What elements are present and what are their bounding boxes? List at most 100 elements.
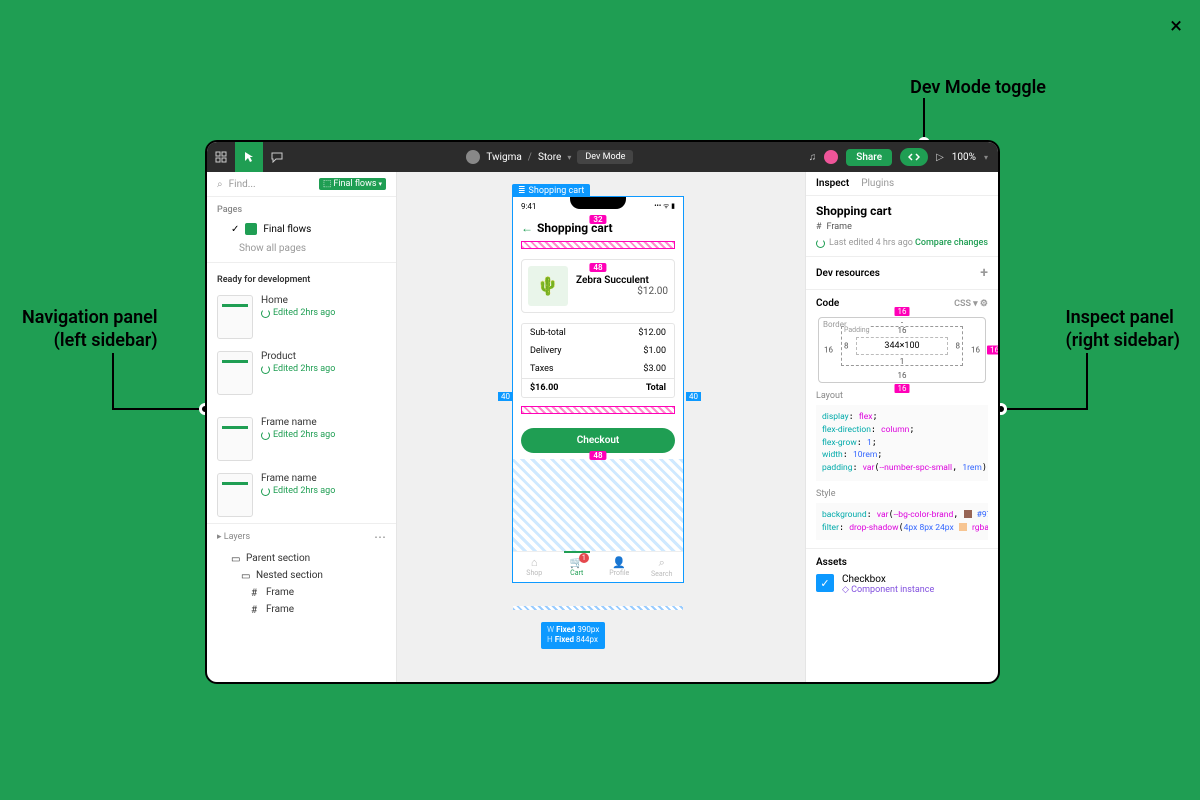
section-icon: ▭ bbox=[241, 571, 251, 581]
more-icon[interactable]: ⋯ bbox=[374, 530, 386, 544]
asset-row[interactable]: ✓ Checkbox ◇ Component instance bbox=[816, 574, 988, 595]
tab-search[interactable]: ⌕Search bbox=[641, 552, 684, 582]
dev-resources: Dev resources+ bbox=[806, 257, 998, 290]
spacing-badge: 32 bbox=[589, 215, 606, 224]
org-avatar bbox=[466, 150, 480, 164]
profile-icon: 👤 bbox=[598, 556, 641, 569]
frame-icon: # bbox=[816, 222, 822, 232]
zoom-value[interactable]: 100% bbox=[952, 152, 976, 163]
search-row[interactable]: ⌕ Find... ⬚Final flows ▾ bbox=[207, 172, 396, 197]
play-icon[interactable]: ▷ bbox=[936, 152, 944, 163]
comment-icon[interactable] bbox=[263, 142, 291, 172]
breadcrumb: Twigma / Store ▾ Dev Mode bbox=[291, 150, 809, 164]
phone-frame[interactable]: 9:41 ••• ᯤ ▮ 32 ← Shopping cart 48 🌵 Zeb… bbox=[512, 196, 684, 583]
headphones-icon[interactable]: ♫ bbox=[809, 152, 817, 163]
clock-icon bbox=[261, 365, 270, 374]
total-row: Taxes$3.00 bbox=[522, 360, 674, 378]
canvas[interactable]: ≣Shopping cart 9:41 ••• ᯤ ▮ 32 ← Shoppin… bbox=[397, 172, 805, 682]
annotation-insp-l1: Inspect panel bbox=[1065, 306, 1180, 329]
annotation-line bbox=[112, 408, 204, 410]
chevron-down-icon[interactable]: ▾ bbox=[567, 153, 571, 162]
chevron-down-icon[interactable]: ▾ bbox=[984, 153, 988, 162]
thumb-preview bbox=[217, 351, 253, 395]
assets-section: Assets ✓ Checkbox ◇ Component instance bbox=[806, 549, 998, 603]
search-placeholder: Find... bbox=[229, 179, 256, 190]
style-heading: Style bbox=[816, 489, 988, 499]
frame-thumb[interactable]: Frame name Edited 2hrs ago bbox=[207, 467, 396, 523]
clock-icon bbox=[261, 309, 270, 318]
frame-thumb[interactable]: Frame name Edited 2hrs ago bbox=[207, 411, 396, 467]
layer-row[interactable]: #Frame bbox=[207, 601, 396, 618]
page-label: Final flows bbox=[263, 224, 311, 235]
thumb-name: Home bbox=[261, 295, 335, 306]
layers-heading[interactable]: ▸ Layers ⋯ bbox=[207, 523, 396, 550]
compare-link[interactable]: Compare changes bbox=[915, 238, 988, 248]
tab-plugins[interactable]: Plugins bbox=[861, 178, 894, 189]
tab-profile[interactable]: 👤Profile bbox=[598, 552, 641, 582]
close-icon[interactable]: × bbox=[1170, 14, 1182, 39]
lang-select[interactable]: CSS ▾ ⚙ bbox=[954, 299, 988, 309]
thumb-edited: Edited 2hrs ago bbox=[261, 308, 335, 318]
file-name[interactable]: Store bbox=[538, 152, 561, 163]
tab-cart[interactable]: 🛒1Cart bbox=[556, 552, 599, 582]
total-row: Sub-total$12.00 bbox=[522, 324, 674, 342]
devmode-toggle[interactable] bbox=[900, 148, 928, 166]
shop-icon: ⌂ bbox=[513, 556, 556, 569]
size-indicator: W Fixed 390px H Fixed 844px bbox=[541, 622, 605, 649]
annotation-inspect: Inspect panel (right sidebar) bbox=[1065, 306, 1180, 353]
cart-badge: 1 bbox=[579, 553, 589, 563]
spacing-chip: 16 bbox=[895, 384, 910, 393]
thumb-preview bbox=[217, 417, 253, 461]
layer-row[interactable]: #Frame bbox=[207, 584, 396, 601]
selection-kind: #Frame bbox=[816, 222, 988, 232]
checkbox-icon: ✓ bbox=[816, 574, 834, 592]
tab-shop[interactable]: ⌂Shop bbox=[513, 552, 556, 582]
add-icon[interactable]: + bbox=[980, 265, 988, 281]
padding-label: Padding bbox=[844, 326, 870, 334]
search-icon: ⌕ bbox=[217, 179, 223, 190]
layer-row[interactable]: ▭Parent section bbox=[207, 550, 396, 567]
measure-badge: 40 bbox=[498, 392, 513, 401]
style-code[interactable]: background: var(--bg-color-brand, #97655… bbox=[816, 503, 988, 541]
annotation-devmode: Dev Mode toggle bbox=[910, 76, 1046, 99]
left-sidebar: ⌕ Find... ⬚Final flows ▾ Pages ✓ Final f… bbox=[207, 172, 397, 682]
spacing-guide bbox=[521, 241, 675, 249]
annotation-nav-l2: (left sidebar) bbox=[22, 329, 158, 352]
menu-icon[interactable] bbox=[207, 142, 235, 172]
flow-badge[interactable]: ⬚Final flows ▾ bbox=[319, 178, 386, 190]
measure-badge: 40 bbox=[686, 392, 701, 401]
section-heading: Code bbox=[816, 298, 839, 309]
product-image: 🌵 bbox=[528, 266, 568, 306]
frame-icon: # bbox=[251, 588, 261, 598]
frame-thumb[interactable]: Product Edited 2hrs ago bbox=[207, 345, 396, 401]
org-name[interactable]: Twigma bbox=[486, 152, 521, 163]
layer-row[interactable]: ▭Nested section bbox=[207, 567, 396, 584]
spacing-badge: 48 bbox=[589, 263, 606, 272]
search-icon: ⌕ bbox=[641, 556, 684, 570]
share-button[interactable]: Share bbox=[846, 149, 892, 166]
back-icon[interactable]: ← bbox=[521, 221, 533, 235]
annotation-line bbox=[923, 98, 925, 142]
layout-code[interactable]: display: flex; flex-direction: column; f… bbox=[816, 405, 988, 481]
checkout-button[interactable]: Checkout bbox=[521, 428, 675, 453]
box-inner: 344×100 bbox=[856, 337, 948, 355]
frame-thumb[interactable]: Home Edited 2hrs ago bbox=[207, 289, 396, 345]
crumb-sep: / bbox=[528, 152, 532, 163]
show-all-pages[interactable]: Show all pages bbox=[207, 239, 396, 258]
annotation-line bbox=[1002, 408, 1088, 410]
spacing-chip: 16 bbox=[895, 307, 910, 316]
user-avatar[interactable] bbox=[824, 150, 838, 164]
tab-inspect[interactable]: Inspect bbox=[816, 178, 849, 189]
cursor-icon[interactable] bbox=[235, 142, 263, 172]
totals-table: Sub-total$12.00 Delivery$1.00 Taxes$3.00… bbox=[521, 323, 675, 398]
spacing-chip: 16 bbox=[987, 346, 998, 355]
product-price: $12.00 bbox=[576, 286, 668, 297]
page-item[interactable]: ✓ Final flows bbox=[207, 219, 396, 239]
asset-name: Checkbox bbox=[842, 574, 934, 585]
inspect-header: Shopping cart #Frame Last edited 4 hrs a… bbox=[806, 196, 998, 257]
thumb-preview bbox=[217, 473, 253, 517]
tab-bar: ⌂Shop 🛒1Cart 👤Profile ⌕Search bbox=[513, 551, 683, 582]
thumb-name: Frame name bbox=[261, 417, 335, 428]
ready-heading: Ready for development bbox=[207, 267, 396, 289]
mode-badge: Dev Mode bbox=[577, 150, 633, 164]
